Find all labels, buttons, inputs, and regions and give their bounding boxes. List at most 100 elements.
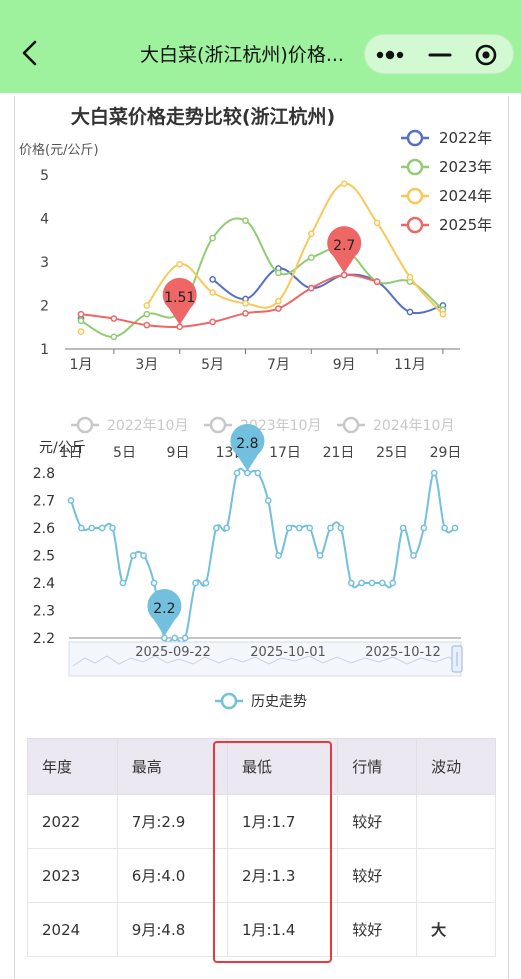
data-point[interactable] <box>77 328 85 335</box>
data-point[interactable] <box>264 497 272 504</box>
data-point[interactable] <box>110 333 118 341</box>
data-point[interactable] <box>181 634 189 642</box>
data-point[interactable] <box>140 552 147 559</box>
data-point[interactable] <box>307 230 315 238</box>
data-point[interactable] <box>129 552 137 559</box>
data-point[interactable] <box>316 552 324 559</box>
data-point[interactable] <box>406 273 414 281</box>
data-point[interactable] <box>209 276 216 283</box>
data-point[interactable] <box>347 579 355 587</box>
x-tick-label: 9日 <box>167 445 190 461</box>
legend-item-inactive[interactable]: 2023年10月 <box>204 416 321 434</box>
data-point[interactable] <box>379 579 386 587</box>
data-point[interactable] <box>143 321 151 329</box>
data-point[interactable] <box>439 310 447 318</box>
legend-item[interactable]: 2024年 <box>401 187 492 205</box>
y-tick-label: 2.8 <box>33 466 55 482</box>
legend-symbol <box>406 158 424 176</box>
legend-label: 2023年 <box>439 158 492 176</box>
data-point[interactable] <box>110 315 118 322</box>
data-point[interactable] <box>223 524 231 532</box>
data-point[interactable] <box>88 524 96 532</box>
history-trend-chart: 2022年10月 2023年10月 2024年10月 元/公斤 1日 5日 9日 13日 1… <box>33 416 463 710</box>
legend-label: 2022年10月 <box>107 418 188 434</box>
more-button[interactable] <box>365 35 415 75</box>
data-point[interactable] <box>176 323 184 331</box>
value-marker-pin: 2.7 <box>327 226 362 274</box>
data-point[interactable] <box>202 579 210 587</box>
datazoom-slider[interactable]: 2025-09-22 2025-10-01 2025-10-12 <box>68 641 463 677</box>
legend-item[interactable]: 2025年 <box>401 216 492 234</box>
data-point[interactable] <box>171 634 179 642</box>
data-point[interactable] <box>307 254 315 261</box>
data-point[interactable] <box>119 579 127 587</box>
data-point[interactable] <box>67 497 75 504</box>
cell-low: 1月:1.7 <box>226 794 339 849</box>
data-point[interactable] <box>337 524 345 532</box>
cell-trend: 较好 <box>337 902 418 957</box>
data-point[interactable] <box>406 308 414 316</box>
data-point[interactable] <box>430 469 438 477</box>
data-point[interactable] <box>368 579 376 587</box>
data-point[interactable] <box>275 297 282 305</box>
data-point[interactable] <box>209 318 216 326</box>
data-point[interactable] <box>242 217 249 225</box>
close-button[interactable] <box>465 35 515 75</box>
minimize-button[interactable] <box>415 35 465 75</box>
data-point[interactable] <box>244 469 251 477</box>
data-point[interactable] <box>373 278 381 285</box>
data-point[interactable] <box>285 524 293 532</box>
legend-item[interactable]: 2023年 <box>401 158 492 176</box>
data-point[interactable] <box>307 284 315 292</box>
data-point[interactable] <box>212 524 220 532</box>
legend-item-inactive[interactable]: 2022年10月 <box>71 416 188 434</box>
price-comparison-chart: 大白菜价格走势比较(浙江杭州) 价格(元/公斤) 1 2 3 4 5 1月 3月 5月 7月 9… <box>19 105 492 373</box>
marker-label: 1.51 <box>164 290 195 306</box>
data-point[interactable] <box>389 579 397 587</box>
data-point[interactable] <box>77 310 85 318</box>
data-point[interactable] <box>209 234 216 242</box>
data-point[interactable] <box>399 524 407 532</box>
data-point[interactable] <box>161 634 168 642</box>
data-point[interactable] <box>233 469 241 477</box>
data-point[interactable] <box>78 524 85 532</box>
series-2022年 <box>77 265 447 322</box>
cell-year: 2022 <box>27 794 118 849</box>
marker-pin-shape <box>230 424 265 471</box>
data-point[interactable] <box>254 469 262 477</box>
data-point[interactable] <box>306 524 314 532</box>
data-point[interactable] <box>327 524 334 532</box>
data-point[interactable] <box>77 317 85 325</box>
y-tick-label: 3 <box>40 255 49 271</box>
data-point[interactable] <box>295 524 303 532</box>
data-point[interactable] <box>373 219 381 227</box>
data-point[interactable] <box>98 524 106 532</box>
target-circle-icon <box>475 44 497 66</box>
legend-item-inactive[interactable]: 2024年10月 <box>337 416 454 434</box>
data-point[interactable] <box>410 552 417 559</box>
data-point[interactable] <box>242 299 249 307</box>
cell-high: 7月:2.9 <box>116 794 229 849</box>
data-point[interactable] <box>451 524 459 532</box>
data-point[interactable] <box>242 309 249 317</box>
data-point[interactable] <box>340 271 348 279</box>
legend-label: 2024年10月 <box>373 418 454 434</box>
data-point[interactable] <box>420 524 428 532</box>
legend-item[interactable]: 2022年 <box>401 129 492 147</box>
data-point[interactable] <box>150 579 158 587</box>
data-point[interactable] <box>143 302 151 309</box>
data-point[interactable] <box>275 269 282 277</box>
cell-volatility <box>416 848 496 903</box>
data-point[interactable] <box>192 579 199 587</box>
data-point[interactable] <box>176 260 184 268</box>
legend-item[interactable]: 历史走势 <box>215 692 307 710</box>
data-point[interactable] <box>209 289 216 296</box>
data-point[interactable] <box>143 310 151 318</box>
data-point[interactable] <box>275 305 282 312</box>
data-point[interactable] <box>358 579 365 587</box>
back-button[interactable] <box>18 38 42 68</box>
data-point[interactable] <box>441 524 448 532</box>
data-point[interactable] <box>340 180 348 188</box>
data-point[interactable] <box>275 552 282 559</box>
data-point[interactable] <box>109 524 116 532</box>
